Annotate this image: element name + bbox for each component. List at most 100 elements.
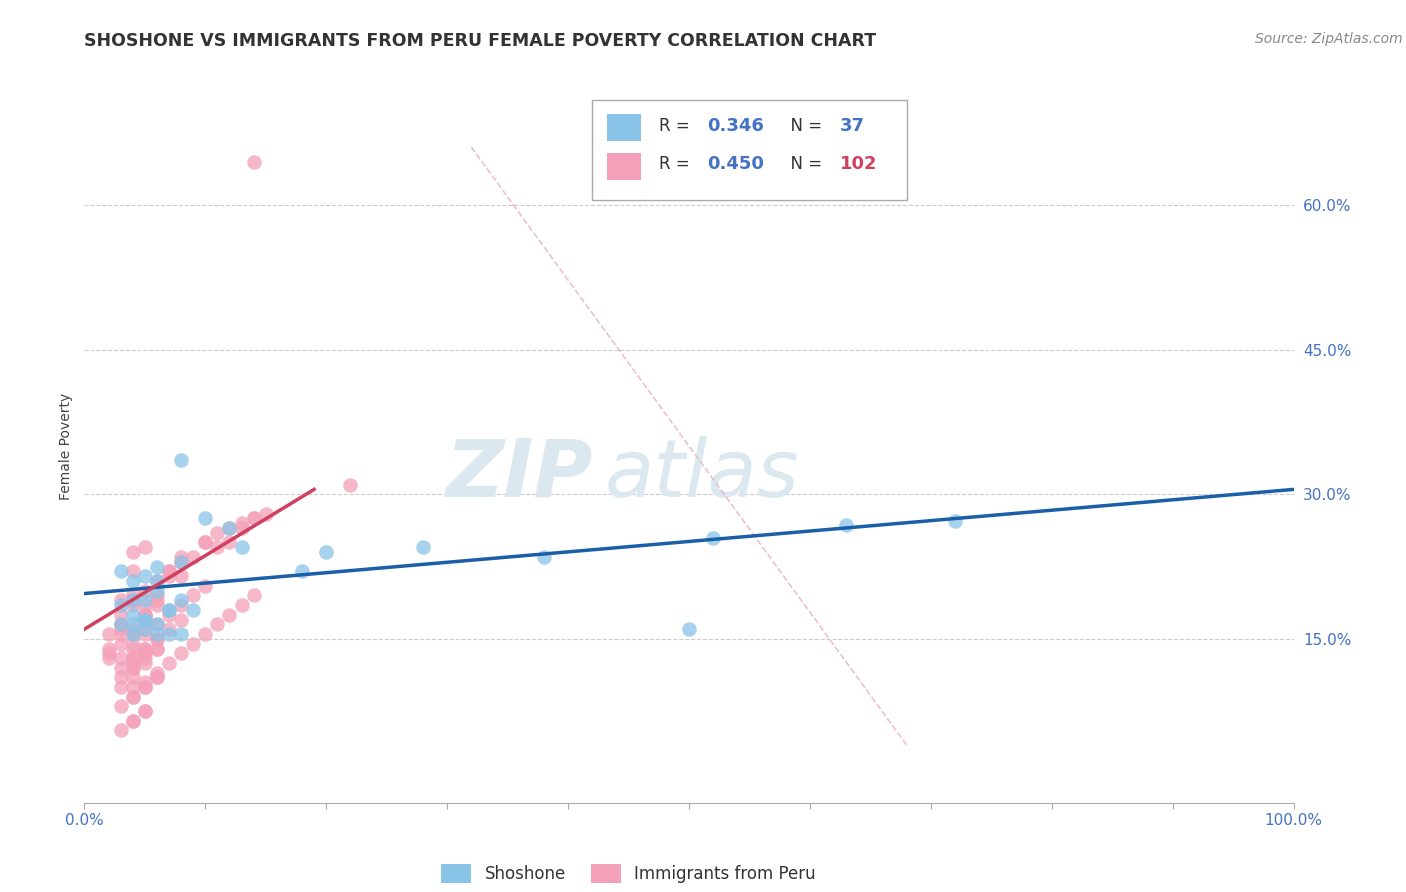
Text: N =: N = xyxy=(780,155,827,173)
Point xyxy=(134,607,156,622)
Point xyxy=(121,690,143,704)
Point xyxy=(146,641,169,656)
Point xyxy=(146,641,169,656)
Point xyxy=(110,622,132,636)
Point xyxy=(134,651,156,665)
Point xyxy=(121,714,143,728)
Point xyxy=(110,617,132,632)
Point xyxy=(533,549,555,564)
Point xyxy=(121,670,143,684)
Point xyxy=(97,641,120,656)
Point xyxy=(157,565,180,579)
Point xyxy=(121,627,143,641)
Text: N =: N = xyxy=(780,117,827,135)
Point xyxy=(134,646,156,660)
Point xyxy=(207,525,229,540)
Point xyxy=(121,680,143,694)
Point xyxy=(110,699,132,714)
Point xyxy=(231,598,253,612)
Point xyxy=(110,637,132,651)
Point xyxy=(146,559,169,574)
Point xyxy=(194,627,217,641)
Point xyxy=(121,593,143,607)
Point xyxy=(218,607,240,622)
Point xyxy=(110,617,132,632)
Point xyxy=(194,511,217,525)
Point xyxy=(121,656,143,670)
Point xyxy=(146,627,169,641)
Text: 0.346: 0.346 xyxy=(707,117,763,135)
Point xyxy=(134,541,156,555)
Point xyxy=(170,549,193,564)
Point xyxy=(110,565,132,579)
Point xyxy=(134,613,156,627)
Point xyxy=(315,545,337,559)
Point xyxy=(146,670,169,684)
Point xyxy=(121,661,143,675)
Text: ZIP: ZIP xyxy=(444,435,592,514)
Point xyxy=(170,555,193,569)
Point xyxy=(110,593,132,607)
Point xyxy=(170,555,193,569)
Point xyxy=(146,670,169,684)
Point xyxy=(170,646,193,660)
Point xyxy=(121,661,143,675)
Point xyxy=(121,627,143,641)
Point xyxy=(702,531,724,545)
Point xyxy=(121,651,143,665)
Point xyxy=(134,704,156,718)
Point xyxy=(146,665,169,680)
Point xyxy=(835,518,858,533)
Point xyxy=(134,583,156,598)
Point xyxy=(242,511,264,525)
Point xyxy=(121,637,143,651)
Point xyxy=(157,565,180,579)
Point xyxy=(170,627,193,641)
Point xyxy=(134,680,156,694)
Point xyxy=(231,516,253,530)
Point xyxy=(146,617,169,632)
Point xyxy=(121,565,143,579)
Point xyxy=(134,598,156,612)
Point xyxy=(231,541,253,555)
Point xyxy=(134,607,156,622)
Point xyxy=(146,574,169,588)
Point xyxy=(242,511,264,525)
Point xyxy=(157,622,180,636)
Point xyxy=(134,613,156,627)
Point xyxy=(339,477,361,491)
Point xyxy=(170,593,193,607)
Point xyxy=(170,569,193,583)
Point xyxy=(134,613,156,627)
Point xyxy=(134,680,156,694)
Point xyxy=(110,617,132,632)
Point xyxy=(412,541,434,555)
Point xyxy=(157,569,180,583)
Point xyxy=(121,617,143,632)
Point xyxy=(134,622,156,636)
Point xyxy=(170,598,193,612)
Text: R =: R = xyxy=(659,155,695,173)
Point xyxy=(121,574,143,588)
Point xyxy=(170,613,193,627)
Point xyxy=(218,521,240,535)
Y-axis label: Female Poverty: Female Poverty xyxy=(59,392,73,500)
Point xyxy=(218,521,240,535)
Point xyxy=(110,680,132,694)
Point xyxy=(97,646,120,660)
Point xyxy=(134,641,156,656)
Point xyxy=(121,690,143,704)
Point xyxy=(110,661,132,675)
Point xyxy=(134,675,156,690)
Point xyxy=(121,651,143,665)
Point xyxy=(134,641,156,656)
Point xyxy=(121,641,143,656)
Text: atlas: atlas xyxy=(605,435,799,514)
FancyBboxPatch shape xyxy=(592,100,907,200)
Text: R =: R = xyxy=(659,117,695,135)
Point xyxy=(110,723,132,738)
Point xyxy=(157,603,180,617)
Point xyxy=(146,617,169,632)
Legend: Shoshone, Immigrants from Peru: Shoshone, Immigrants from Peru xyxy=(434,857,823,890)
Point xyxy=(97,627,120,641)
